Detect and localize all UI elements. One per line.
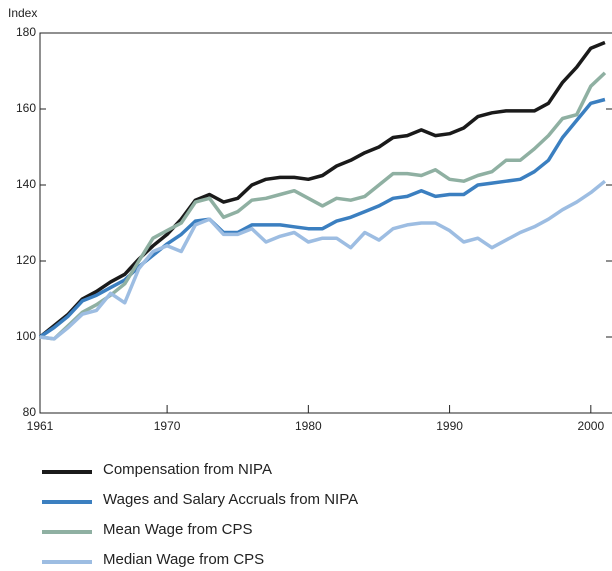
legend-label: Mean Wage from CPS xyxy=(103,521,253,538)
x-tick-label: 1990 xyxy=(436,419,463,433)
y-tick-label: 120 xyxy=(16,253,36,267)
x-tick-label: 1970 xyxy=(154,419,181,433)
x-tick-label: 2000 xyxy=(577,419,604,433)
y-tick-label: 160 xyxy=(16,101,36,115)
legend-label: Compensation from NIPA xyxy=(103,461,272,478)
series-line xyxy=(39,71,607,341)
x-tick-label: 1980 xyxy=(295,419,322,433)
y-tick-label: 180 xyxy=(16,25,36,39)
y-axis-label: Index xyxy=(8,6,37,20)
y-tick-label: 140 xyxy=(16,177,36,191)
x-tick-label: 1961 xyxy=(27,419,54,433)
y-tick-label: 100 xyxy=(16,329,36,343)
y-tick-label: 80 xyxy=(23,405,37,419)
plot-frame xyxy=(39,32,612,414)
legend-label: Wages and Salary Accruals from NIPA xyxy=(103,491,358,508)
series-line xyxy=(39,179,607,341)
series-line xyxy=(38,40,606,339)
legend-label: Median Wage from CPS xyxy=(103,551,264,568)
